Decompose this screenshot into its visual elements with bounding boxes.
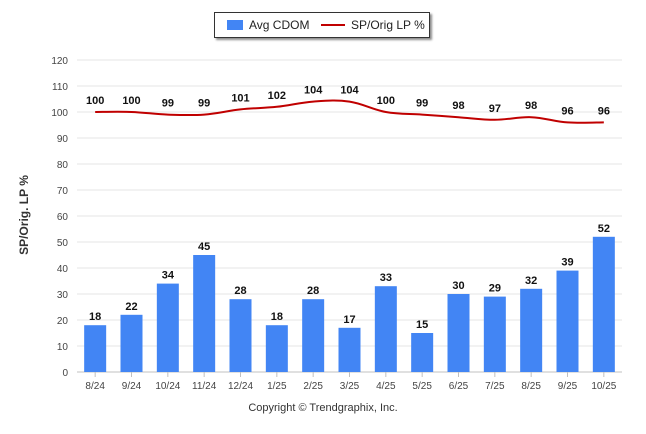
copyright-footer: Copyright © Trendgraphix, Inc. xyxy=(248,402,398,414)
bar xyxy=(411,333,434,372)
x-tick-label: 8/24 xyxy=(85,381,105,392)
bar xyxy=(556,270,579,372)
bar-value-label: 18 xyxy=(89,311,101,323)
y-tick-label: 30 xyxy=(57,290,69,301)
legend-item-avg-cdom[interactable]: Avg CDOM xyxy=(227,18,309,32)
bar-value-label: 28 xyxy=(234,285,246,297)
y-tick-label: 10 xyxy=(57,342,69,353)
line-value-label: 97 xyxy=(489,103,501,115)
line-value-label: 101 xyxy=(231,92,249,104)
bar-value-label: 17 xyxy=(343,314,355,326)
x-tick-label: 12/24 xyxy=(228,381,253,392)
bar-value-label: 15 xyxy=(416,319,428,331)
bar-value-label: 34 xyxy=(162,270,175,282)
bar xyxy=(302,299,325,372)
bar-value-label: 18 xyxy=(271,311,283,323)
x-tick-label: 5/25 xyxy=(412,381,432,392)
bar xyxy=(229,299,252,372)
legend-swatch-line xyxy=(321,24,345,26)
y-tick-label: 60 xyxy=(57,212,69,223)
bar xyxy=(520,288,543,372)
legend-item-sp-orig-lp[interactable]: SP/Orig LP % xyxy=(321,18,425,32)
bar xyxy=(120,314,143,372)
x-tick-label: 9/24 xyxy=(122,381,142,392)
bar xyxy=(338,327,361,372)
y-tick-label: 70 xyxy=(57,186,69,197)
x-tick-label: 4/25 xyxy=(376,381,396,392)
legend-label-avg-cdom: Avg CDOM xyxy=(249,18,310,32)
y-tick-label: 110 xyxy=(52,82,68,93)
bar-value-label: 52 xyxy=(598,223,610,235)
y-tick-label: 100 xyxy=(51,108,68,119)
line-value-label: 98 xyxy=(452,100,464,112)
y-axis-title: SP/Orig. LP % xyxy=(17,175,31,255)
legend-label-sp-orig-lp: SP/Orig LP % xyxy=(351,18,425,32)
legend-swatch-bar xyxy=(227,20,243,30)
y-tick-label: 40 xyxy=(57,264,69,275)
bar-value-label: 32 xyxy=(525,275,537,287)
y-tick-label: 20 xyxy=(57,316,69,327)
bar-value-label: 33 xyxy=(380,272,392,284)
x-tick-label: 10/24 xyxy=(155,381,180,392)
bar-value-label: 28 xyxy=(307,285,319,297)
bar xyxy=(84,325,107,372)
line-value-label: 104 xyxy=(304,85,323,97)
x-tick-label: 8/25 xyxy=(521,381,541,392)
x-tick-label: 10/25 xyxy=(591,381,616,392)
y-tick-label: 0 xyxy=(62,368,68,379)
bar-value-label: 39 xyxy=(561,257,573,269)
line-value-label: 99 xyxy=(416,98,428,110)
y-tick-label: 120 xyxy=(51,56,68,67)
x-tick-label: 9/25 xyxy=(558,381,578,392)
bar xyxy=(193,255,216,372)
line-series-sp-orig-lp xyxy=(95,99,604,124)
line-value-label: 99 xyxy=(198,98,210,110)
x-tick-label: 6/25 xyxy=(449,381,469,392)
x-tick-label: 2/25 xyxy=(303,381,323,392)
bar xyxy=(265,325,288,372)
bar xyxy=(592,236,615,372)
bar-value-label: 22 xyxy=(125,301,137,313)
y-tick-label: 50 xyxy=(57,238,69,249)
line-value-label: 100 xyxy=(86,95,104,107)
bar-value-label: 30 xyxy=(452,280,464,292)
line-value-label: 96 xyxy=(561,105,573,117)
line-value-label: 96 xyxy=(598,105,610,117)
bar-value-label: 29 xyxy=(489,283,501,295)
line-value-label: 99 xyxy=(162,98,174,110)
x-tick-label: 1/25 xyxy=(267,381,287,392)
bar xyxy=(156,283,179,372)
y-tick-label: 80 xyxy=(57,160,69,171)
bar xyxy=(374,286,397,372)
x-tick-label: 7/25 xyxy=(485,381,505,392)
bar-value-label: 45 xyxy=(198,241,210,253)
line-value-label: 100 xyxy=(122,95,140,107)
legend: Avg CDOM SP/Orig LP % xyxy=(214,12,430,38)
line-value-label: 104 xyxy=(340,85,359,97)
x-tick-label: 3/25 xyxy=(340,381,360,392)
x-tick-label: 11/24 xyxy=(192,381,217,392)
line-value-label: 102 xyxy=(268,90,286,102)
bar xyxy=(447,294,470,372)
bar xyxy=(483,296,506,372)
line-value-label: 98 xyxy=(525,100,537,112)
line-value-label: 100 xyxy=(377,95,395,107)
y-tick-label: 90 xyxy=(57,134,69,145)
